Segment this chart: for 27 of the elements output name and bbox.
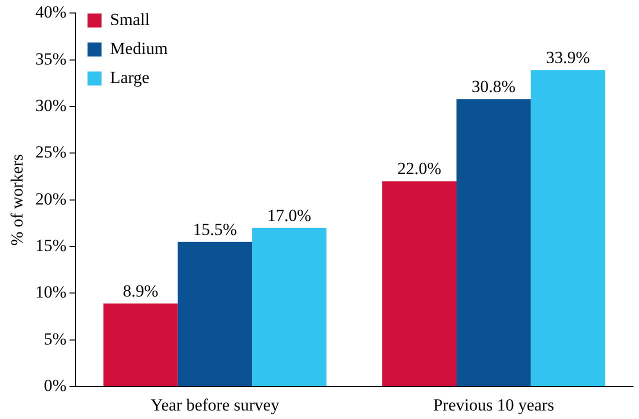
y-tick-label: 35% [35,49,67,68]
legend-label: Large [110,68,150,87]
data-label: 22.0% [397,159,442,178]
x-tick-label: Previous 10 years [433,395,554,414]
bar [456,99,531,386]
y-axis-title: % of workers [8,154,27,246]
x-tick-label: Year before survey [150,395,280,414]
bar [103,304,178,386]
data-label: 15.5% [192,220,237,239]
y-tick-label: 25% [35,142,67,162]
bar [178,242,252,386]
legend-label: Medium [110,38,168,58]
y-tick-label: 20% [35,189,67,208]
bar [382,181,456,386]
y-tick-label: 0% [44,376,67,396]
y-tick-label: 5% [44,329,67,348]
y-tick-label: 40% [35,2,67,22]
data-label: 17.0% [267,206,312,225]
data-label: 8.9% [122,281,158,300]
data-label: 30.8% [472,77,516,96]
bar [252,228,326,386]
bar [530,70,606,386]
data-label: 33.9% [546,48,590,68]
y-tick-label: 15% [35,236,67,256]
legend-label: Small [110,10,150,29]
y-tick-label: 30% [35,96,67,116]
y-tick-label: 10% [35,282,67,302]
